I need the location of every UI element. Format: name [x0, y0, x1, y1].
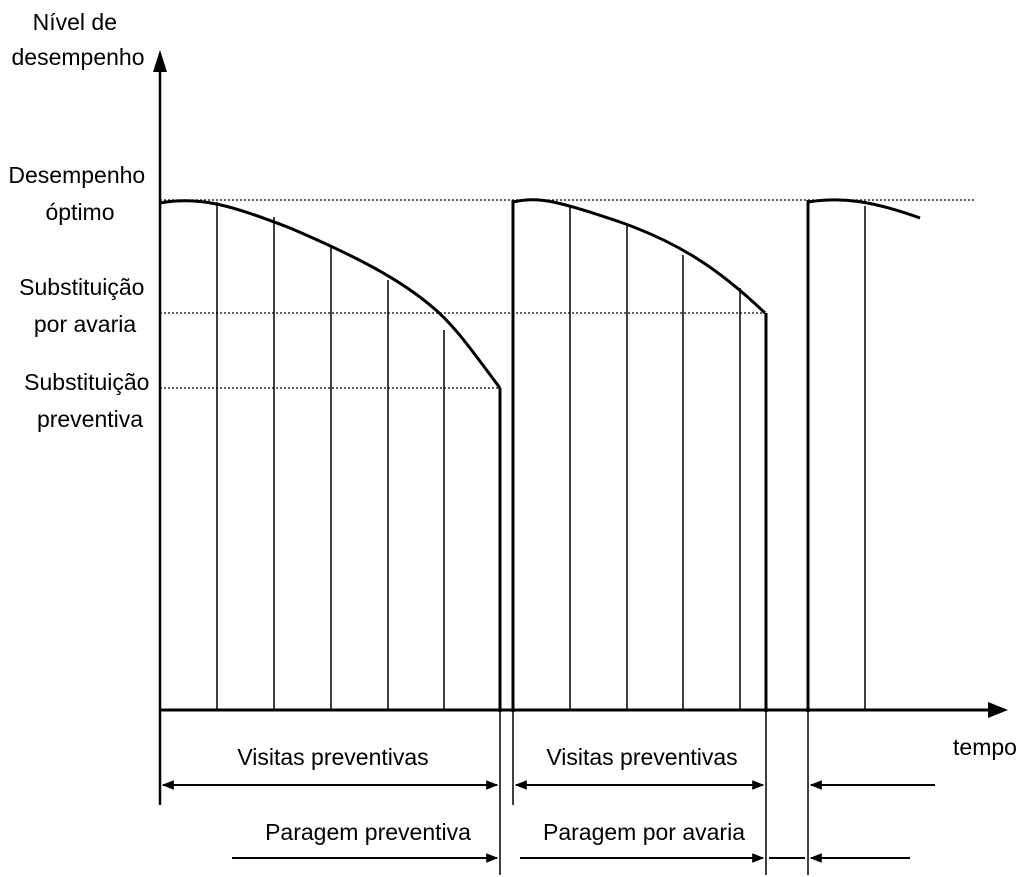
label-visitas-preventivas-1: Visitas preventivas	[237, 744, 428, 770]
label-visitas-preventivas-2: Visitas preventivas	[546, 744, 737, 770]
span-ticks	[499, 712, 809, 875]
visit-lines	[216, 202, 866, 710]
y-axis-arrowhead	[153, 50, 167, 72]
level-label-substituicao-preventiva: Substituição preventiva	[24, 369, 156, 432]
performance-curve-cycle-1	[159, 199, 502, 389]
label-paragem-por-avaria: Paragem por avaria	[543, 819, 745, 845]
label-paragem-preventiva: Paragem preventiva	[265, 819, 471, 845]
performance-curve-cycle-3	[807, 198, 921, 220]
y-axis-title: Nível de desempenho	[12, 9, 145, 70]
level-label-substituicao-avaria: Substituição por avaria	[19, 274, 151, 337]
x-axis-title: tempo	[953, 734, 1017, 760]
x-axis-arrowhead	[988, 702, 1008, 718]
level-label-optimo: Desempenho óptimo	[8, 162, 151, 225]
performance-curve-cycle-2	[512, 198, 767, 315]
